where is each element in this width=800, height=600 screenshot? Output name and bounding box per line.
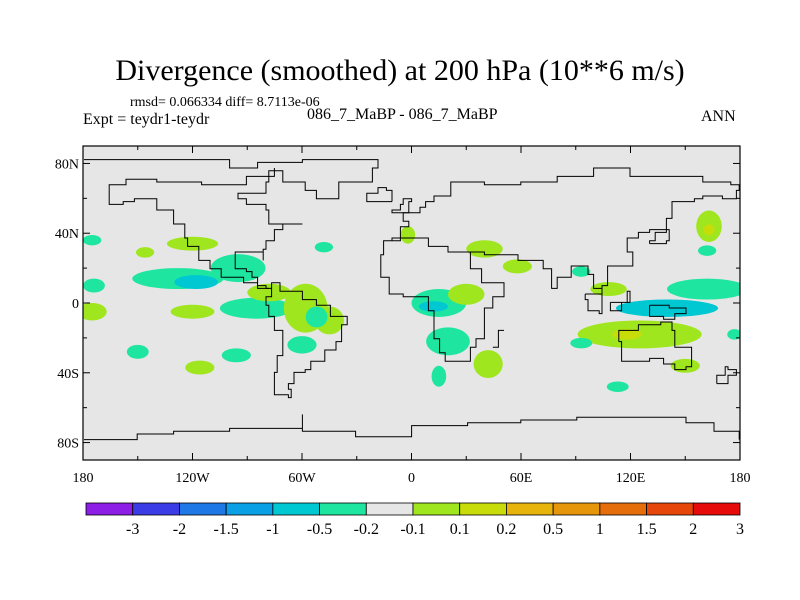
contour-patch — [314, 241, 334, 253]
coastline — [380, 237, 505, 362]
lon-tick-label: 180 — [730, 471, 751, 486]
contour-patch — [83, 303, 107, 321]
colorbar-label: 0.5 — [543, 521, 563, 538]
colorbar-label: -0.5 — [307, 521, 332, 538]
lat-tick-label: 0 — [72, 297, 79, 312]
contour-patch — [174, 275, 219, 290]
colorbar-label: -1.5 — [213, 521, 238, 538]
contour-patch — [473, 350, 503, 379]
coastline — [84, 414, 740, 441]
contour-patch — [135, 247, 155, 258]
contour-patch — [400, 226, 416, 244]
coastline — [649, 229, 670, 245]
colorbar-label: -1 — [266, 521, 279, 538]
colorbar-swatch — [692, 502, 741, 516]
contour-patch — [572, 266, 591, 277]
colorbar-swatch — [552, 502, 601, 516]
contour-patch — [466, 240, 503, 258]
colorbar-label: 0.1 — [450, 521, 470, 538]
colorbar-label: -0.1 — [400, 521, 425, 538]
divergence-contours — [83, 210, 740, 392]
lat-tick-label: 40N — [55, 227, 79, 242]
contour-patch — [247, 283, 292, 302]
contour-patch — [166, 236, 219, 251]
colorbar: -3 -2 -1.5 -1 -0.5 -0.2 -0.1 0.1 0.2 0.5 1 1.5 2 3 — [85, 502, 744, 538]
lon-tick-label: 120W — [175, 471, 210, 486]
coastline — [584, 293, 603, 315]
lon-tick-label: 0 — [408, 471, 415, 486]
contour-patch — [83, 234, 102, 246]
contour-patch — [219, 297, 293, 319]
colorbar-swatch — [179, 502, 227, 516]
colorbar-swatch — [365, 502, 414, 516]
coastline — [492, 329, 504, 348]
coastline — [265, 282, 348, 399]
lat-tick-label: 80S — [57, 437, 79, 452]
colorbar-swatch — [225, 502, 274, 516]
experiment-label: Expt = teydr1-teydr — [83, 111, 210, 128]
contour-patch — [612, 329, 642, 340]
contour-patch — [287, 336, 317, 354]
lon-tick-label: 120E — [616, 471, 646, 486]
contour-patch — [426, 327, 470, 356]
coastline — [84, 159, 379, 289]
colorbar-swatch — [646, 502, 694, 516]
contour-patch — [703, 224, 715, 235]
contour-patch — [170, 304, 215, 319]
colorbar-swatch — [459, 502, 507, 516]
coastlines — [84, 159, 740, 441]
colorbar-swatch — [272, 502, 320, 516]
colorbar-label: -3 — [126, 521, 139, 538]
case-label: 086_7_MaBP - 086_7_MaBP — [307, 106, 498, 123]
lon-tick-label: 60E — [510, 471, 533, 486]
colorbar-label: 3 — [736, 521, 744, 538]
contour-patch — [126, 344, 149, 359]
coastline — [392, 167, 740, 242]
contour-patch — [221, 348, 251, 363]
lat-tick-label: 40S — [57, 367, 79, 382]
coastline — [716, 366, 737, 385]
coastline — [609, 290, 631, 312]
coastline — [366, 187, 393, 203]
season-label: ANN — [701, 108, 736, 125]
contour-patch — [667, 278, 740, 300]
lon-tick-label: 60W — [288, 471, 316, 486]
colorbar-label: 1 — [596, 521, 604, 538]
colorbar-label: -0.2 — [354, 521, 379, 538]
colorbar-swatch — [85, 502, 134, 516]
colorbar-label: -2 — [173, 521, 186, 538]
axis-ticks: 180 120W 60W 0 60E 120E 180 80N 40N 0 40S 80S — [55, 146, 751, 486]
contour-patch — [615, 299, 719, 317]
contour-patch — [590, 282, 627, 297]
contour-patch — [305, 306, 328, 328]
contour-patch — [431, 365, 447, 387]
contour-patch — [185, 360, 215, 375]
chart-title: Divergence (smoothed) at 200 hPa (10**6 … — [115, 54, 685, 87]
coastline — [618, 321, 693, 371]
colorbar-label: 1.5 — [637, 521, 657, 538]
coastline — [470, 187, 740, 303]
contour-patch — [606, 381, 629, 392]
contour-patch — [727, 329, 740, 340]
colorbar-swatch — [506, 502, 554, 516]
colorbar-swatch — [319, 502, 367, 516]
contour-patch — [448, 283, 485, 305]
colorbar-label: 0.2 — [496, 521, 516, 538]
coastline — [649, 304, 687, 320]
lat-tick-label: 80N — [55, 157, 79, 172]
colorbar-swatch — [412, 502, 461, 516]
stats-label: rmsd= 0.066334 diff= 8.7113e-06 — [130, 95, 320, 110]
colorbar-swatch — [132, 502, 180, 516]
coastline — [391, 198, 413, 214]
lon-tick-label: 180 — [73, 471, 94, 486]
contour-patch — [502, 259, 532, 274]
contour-patch — [570, 337, 593, 349]
colorbar-swatch — [599, 502, 647, 516]
contour-patch — [698, 245, 717, 256]
contour-patch — [83, 278, 105, 293]
colorbar-label: 2 — [689, 521, 697, 538]
contour-patch — [418, 301, 448, 312]
